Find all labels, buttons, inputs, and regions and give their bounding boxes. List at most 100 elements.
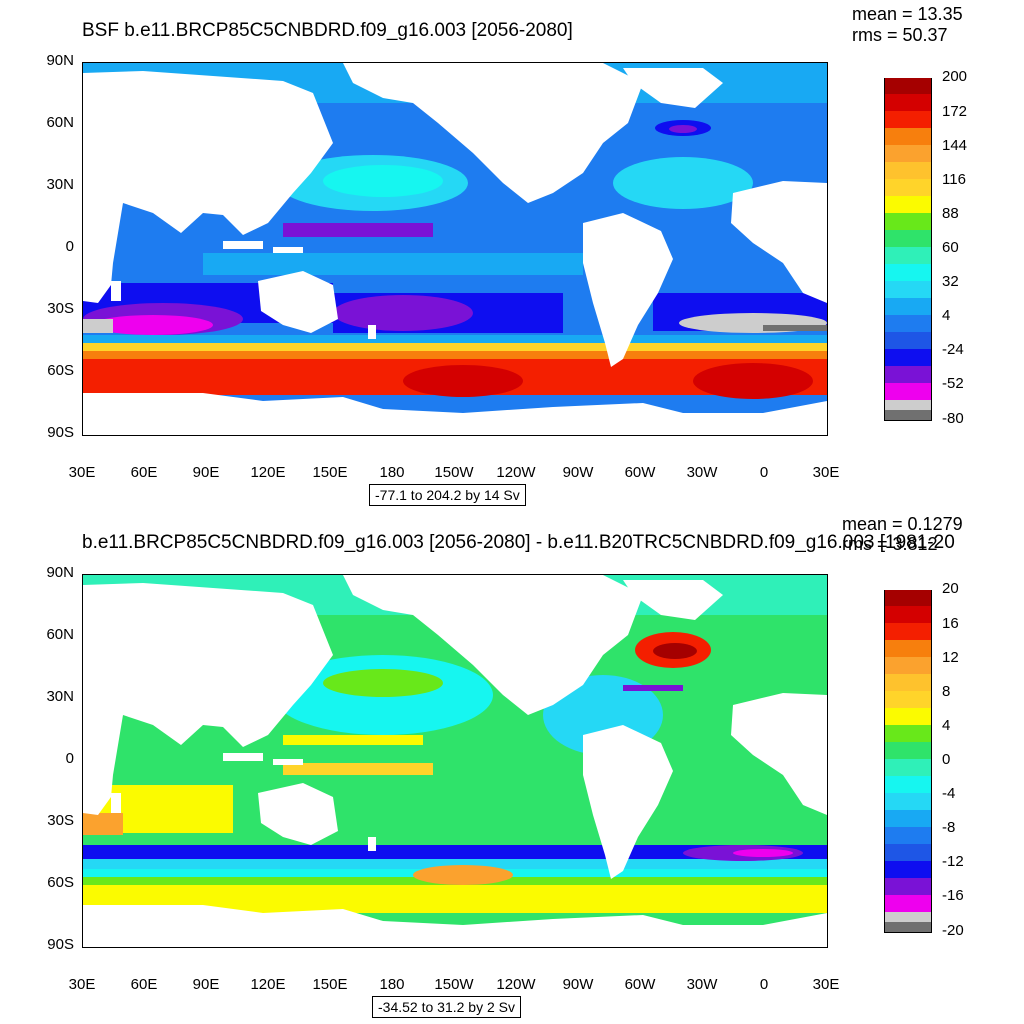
colorbar-swatch <box>884 264 932 281</box>
y-tick-label: 60N <box>46 626 74 643</box>
contour-range-label: -77.1 to 204.2 by 14 Sv <box>369 484 526 506</box>
colorbar-label: 172 <box>942 103 968 120</box>
colorbar-swatch <box>884 759 932 776</box>
colorbar-swatch <box>884 383 932 400</box>
colorbar-swatch <box>884 78 932 94</box>
x-tick-label: 30W <box>686 976 718 993</box>
colorbar-label: -8 <box>942 819 956 836</box>
colorbar-label: -80 <box>942 410 964 427</box>
colorbar-label: 4 <box>942 307 951 324</box>
colorbar-swatch <box>884 623 932 640</box>
x-tick-label: 120E <box>250 464 286 481</box>
x-tick-label: 0 <box>759 464 769 481</box>
colorbar-swatch <box>884 878 932 895</box>
y-tick-label: 90S <box>47 936 74 953</box>
panel-title: b.e11.BRCP85C5CNBDRD.f09_g16.003 [2056-2… <box>82 532 955 553</box>
colorbar-swatch <box>884 776 932 793</box>
panel-bsf: BSF b.e11.BRCP85C5CNBDRD.f09_g16.003 [20… <box>46 4 968 506</box>
x-tick-label: 60W <box>624 976 656 993</box>
y-tick-label: 30S <box>47 812 74 829</box>
y-tick-label: 90S <box>47 424 74 441</box>
x-tick-label: 60E <box>130 976 158 993</box>
colorbar-label: 12 <box>942 649 959 666</box>
difference-map <box>83 575 827 947</box>
panel-difference: b.e11.BRCP85C5CNBDRD.f09_g16.003 [2056-2… <box>0 512 1024 1024</box>
colorbar-label: 144 <box>942 137 968 154</box>
colorbar-swatch <box>884 793 932 810</box>
colorbar-swatch <box>884 725 932 742</box>
x-tick-label: 30E <box>68 464 96 481</box>
colorbar-label: 0 <box>942 751 951 768</box>
x-tick-label: 150W <box>434 976 474 993</box>
colorbar-swatch <box>884 895 932 912</box>
x-tick-label: 60E <box>130 464 158 481</box>
colorbar-swatch <box>884 247 932 264</box>
colorbar-swatch <box>884 708 932 725</box>
y-tick-label: 60N <box>46 114 74 131</box>
colorbar-swatch <box>884 162 932 179</box>
x-tick-label: 0 <box>759 976 769 993</box>
y-tick-label: 90N <box>46 564 74 581</box>
y-tick-label: 0 <box>65 750 74 767</box>
colorbar-swatch <box>884 410 932 421</box>
colorbar-swatch <box>884 281 932 298</box>
colorbar-swatch <box>884 230 932 247</box>
x-tick-label: 150E <box>312 976 348 993</box>
colorbar-label: -12 <box>942 853 964 870</box>
colorbar-label: -24 <box>942 341 964 358</box>
colorbar-swatch <box>884 810 932 827</box>
colorbar-swatch <box>884 590 932 606</box>
contour-range-label: -34.52 to 31.2 by 2 Sv <box>372 996 521 1018</box>
colorbar-swatch <box>884 111 932 128</box>
colorbar-swatch <box>884 332 932 349</box>
colorbar <box>884 590 932 933</box>
bsf-map <box>83 63 827 435</box>
panel-title: BSF b.e11.BRCP85C5CNBDRD.f09_g16.003 [20… <box>82 20 573 41</box>
colorbar-swatch <box>884 179 932 196</box>
x-tick-label: 180 <box>379 976 405 993</box>
colorbar-label: 4 <box>942 717 951 734</box>
colorbar-swatch <box>884 145 932 162</box>
x-tick-label: 120E <box>250 976 286 993</box>
colorbar-swatch <box>884 657 932 674</box>
x-tick-label: 30E <box>812 976 840 993</box>
y-tick-label: 30S <box>47 300 74 317</box>
x-tick-label: 180 <box>379 464 405 481</box>
colorbar-swatch <box>884 606 932 623</box>
colorbar-label: 8 <box>942 683 951 700</box>
colorbar-label: 16 <box>942 615 959 632</box>
y-tick-label: 30N <box>46 688 74 705</box>
colorbar-swatch <box>884 366 932 383</box>
colorbar-swatch <box>884 128 932 145</box>
map-plot <box>82 574 828 948</box>
rms-label: rms = 3.812 <box>842 534 938 554</box>
x-tick-label: 60W <box>624 464 656 481</box>
x-tick-label: 90E <box>192 464 220 481</box>
colorbar-swatch <box>884 400 932 410</box>
colorbar-swatch <box>884 742 932 759</box>
colorbar-label: 20 <box>942 580 959 597</box>
colorbar-swatch <box>884 94 932 111</box>
rms-label: rms = 50.37 <box>852 25 948 45</box>
colorbar-swatch <box>884 691 932 708</box>
y-tick-label: 0 <box>65 238 74 255</box>
colorbar-swatch <box>884 922 932 933</box>
colorbar-swatch <box>884 196 932 213</box>
mean-label: mean = 0.1279 <box>842 514 963 534</box>
x-tick-label: 150W <box>434 464 474 481</box>
colorbar-swatch <box>884 861 932 878</box>
colorbar-swatch <box>884 349 932 366</box>
colorbar-label: -4 <box>942 785 956 802</box>
x-tick-label: 30E <box>812 464 840 481</box>
colorbar-swatch <box>884 827 932 844</box>
x-tick-label: 120W <box>496 464 536 481</box>
colorbar-swatch <box>884 912 932 922</box>
x-tick-label: 90E <box>192 976 220 993</box>
colorbar <box>884 78 932 421</box>
mean-label: mean = 13.35 <box>852 4 963 24</box>
x-tick-label: 90W <box>562 976 594 993</box>
colorbar-label: -52 <box>942 375 964 392</box>
x-tick-label: 90W <box>562 464 594 481</box>
x-tick-label: 30W <box>686 464 718 481</box>
colorbar-label: 200 <box>942 68 968 85</box>
